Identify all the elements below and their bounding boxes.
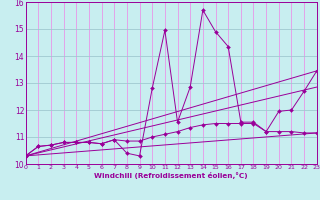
X-axis label: Windchill (Refroidissement éolien,°C): Windchill (Refroidissement éolien,°C): [94, 172, 248, 179]
